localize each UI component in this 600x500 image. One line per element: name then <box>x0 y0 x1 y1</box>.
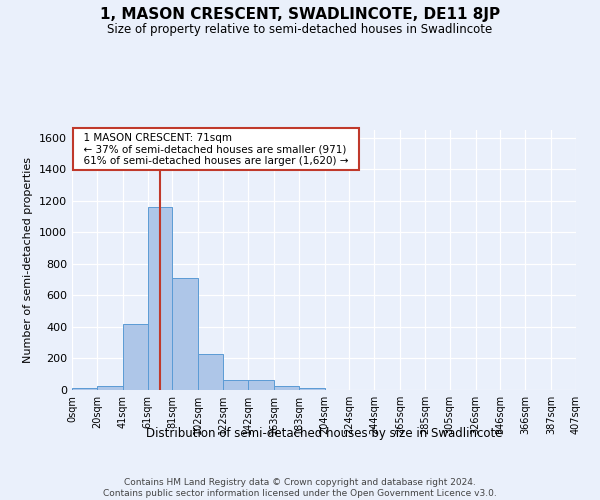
Bar <box>199 354 223 390</box>
Bar <box>123 324 148 390</box>
Text: Distribution of semi-detached houses by size in Swadlincote: Distribution of semi-detached houses by … <box>146 428 502 440</box>
Bar <box>148 207 172 390</box>
Text: 1 MASON CRESCENT: 71sqm  
  ← 37% of semi-detached houses are smaller (971)  
  : 1 MASON CRESCENT: 71sqm ← 37% of semi-de… <box>77 132 355 166</box>
Bar <box>299 388 325 390</box>
Bar <box>72 388 97 390</box>
Bar <box>97 386 123 390</box>
Text: Size of property relative to semi-detached houses in Swadlincote: Size of property relative to semi-detach… <box>107 22 493 36</box>
Bar <box>248 380 274 390</box>
Text: 1, MASON CRESCENT, SWADLINCOTE, DE11 8JP: 1, MASON CRESCENT, SWADLINCOTE, DE11 8JP <box>100 8 500 22</box>
Text: Contains HM Land Registry data © Crown copyright and database right 2024.
Contai: Contains HM Land Registry data © Crown c… <box>103 478 497 498</box>
Bar <box>223 380 248 390</box>
Y-axis label: Number of semi-detached properties: Number of semi-detached properties <box>23 157 34 363</box>
Bar <box>274 386 299 390</box>
Bar <box>172 278 199 390</box>
